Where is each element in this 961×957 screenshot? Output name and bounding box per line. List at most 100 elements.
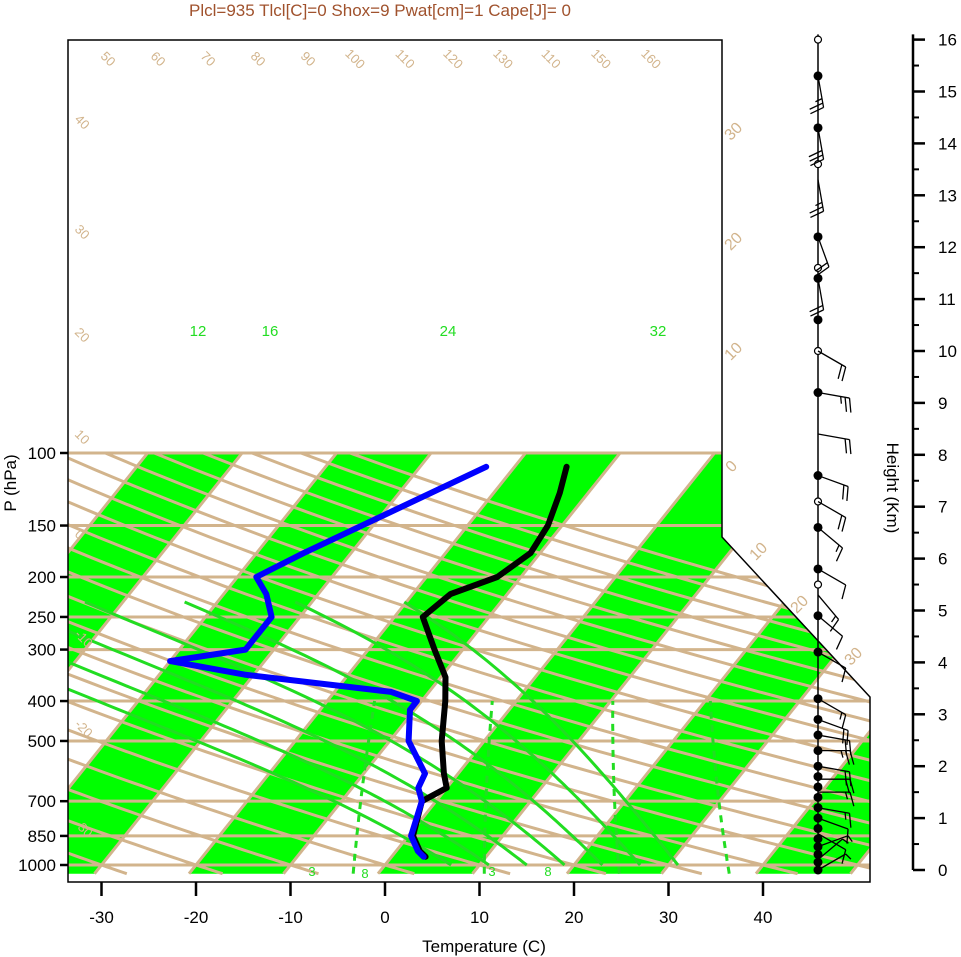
isotherm-label: 10 (722, 339, 747, 364)
moist-adiabat-line (294, 600, 642, 866)
p-tick-label: 700 (28, 792, 56, 811)
height-tick-label: 1 (938, 809, 947, 828)
wind-barb-flag (808, 149, 823, 158)
isotherm-label: 90 (298, 48, 319, 69)
wind-barb (817, 765, 852, 787)
wind-barb-flag (841, 584, 847, 600)
wind-barb (817, 807, 852, 828)
isotherm-label: 30 (842, 644, 867, 669)
moist-adiabat-lines (68, 600, 680, 867)
height-tick-label: 3 (938, 705, 947, 724)
wind-barb (817, 391, 852, 413)
mixing-ratio-line (708, 700, 731, 874)
wind-barb (817, 853, 852, 871)
wind-barb-flag (848, 740, 852, 756)
height-dot-open (813, 263, 823, 273)
wind-barb-flag (849, 791, 855, 807)
height-dot-open (813, 35, 823, 44)
wind-barb-flag (841, 366, 847, 382)
mixing-ratio-line (351, 700, 377, 874)
wind-barb-flag (810, 309, 824, 317)
y2-axis-label: Height (Km) (883, 443, 902, 534)
wind-barb-half (840, 396, 843, 404)
dewpoint-line (167, 463, 490, 860)
temperature-band (567, 453, 870, 874)
wind-barb-staff (817, 734, 850, 742)
wind-barb-flag (848, 439, 852, 455)
p-tick-label: 1000 (18, 856, 56, 875)
x-tick-label: 30 (659, 908, 678, 927)
chart-title: Plcl=935 Tlcl[C]=0 Shox=9 Pwat[cm]=1 Cap… (189, 1, 571, 20)
dry-adiabat-line (68, 451, 798, 876)
wind-barb-staff (817, 698, 847, 716)
isotherm-line (660, 452, 870, 875)
p-tick-label: 400 (28, 692, 56, 711)
moist-adiabat-label: 16 (262, 323, 279, 340)
height-tick-label: 5 (938, 602, 947, 621)
height-dot (813, 823, 823, 833)
dry-adiabat-line (68, 451, 870, 876)
wind-barb (817, 718, 849, 745)
wind-barb-flag (809, 154, 824, 162)
isotherm-label: 160 (638, 46, 664, 72)
height-tick-label: 13 (938, 186, 957, 205)
wind-barb-staff (817, 807, 850, 814)
pressure-axis: 100 150 200 250 300 400 500 700 850 1000 (18, 444, 68, 875)
wind-barb (817, 615, 844, 650)
wind-barb-half (847, 835, 853, 842)
wind-barb-flag (837, 364, 843, 379)
wind-barb-staff (817, 391, 850, 399)
height-dot (813, 792, 823, 802)
dry-adiabat-line (153, 451, 870, 876)
moist-adiabat-line (84, 600, 566, 867)
mixing-ratio-label: 8 (361, 866, 368, 881)
wind-barb (817, 474, 849, 502)
dry-adiabat-line (251, 451, 870, 876)
wind-barb-staff (817, 817, 849, 830)
moist-adiabat-line (184, 600, 604, 867)
wind-barb-staff (817, 835, 849, 848)
x-tick-label: 20 (565, 908, 584, 927)
height-dot (813, 834, 823, 844)
y-axis-label: P (hPa) (1, 454, 20, 511)
wind-barb-half (840, 750, 844, 758)
wind-barb-staff (817, 594, 840, 620)
mixing-ratio-line (482, 700, 494, 874)
wind-barb (817, 734, 852, 756)
mixing-ratio-label: 3 (488, 864, 495, 879)
dry-adiabat-line (68, 451, 870, 876)
wind-barb (817, 698, 847, 729)
height-tick-label: 8 (938, 446, 947, 465)
p-tick-label: 100 (28, 444, 56, 463)
wind-barb-flag (844, 770, 848, 786)
x-axis: -30 -20 -10 0 10 20 30 40 (89, 882, 772, 927)
isotherm-label: 60 (148, 48, 169, 69)
x-tick-label: -30 (89, 908, 114, 927)
height-tick-label: 2 (938, 757, 947, 776)
mixing-ratio-label: 3 (308, 864, 315, 879)
height-tick-label: 12 (938, 238, 957, 257)
x-axis-label: Temperature (C) (422, 937, 546, 956)
wind-barb-half (835, 544, 840, 553)
mixing-ratio-label: 8 (544, 864, 551, 879)
wind-barb-staff (817, 127, 825, 160)
moist-adiabat-label: 24 (440, 323, 457, 340)
isotherm-line (68, 452, 149, 875)
plot-frame (67, 39, 871, 883)
isotherm-label: 50 (98, 48, 119, 69)
isotherm-line (187, 452, 527, 875)
wind-barb (817, 817, 849, 844)
wind-barb-flag (842, 728, 845, 744)
height-tick-label: 0 (938, 861, 947, 880)
dry-adiabat-line (68, 451, 415, 876)
wind-barb-staff (817, 500, 847, 519)
p-tick-label: 250 (28, 608, 56, 627)
wind-barb-flag (835, 547, 844, 562)
wind-barb-staff (817, 651, 847, 669)
isotherm-label: 110 (539, 46, 564, 71)
wind-barb-flag (844, 397, 848, 412)
wind-barb-half (815, 98, 823, 103)
wind-barb-staff (817, 75, 825, 108)
sounding-series (167, 463, 570, 860)
